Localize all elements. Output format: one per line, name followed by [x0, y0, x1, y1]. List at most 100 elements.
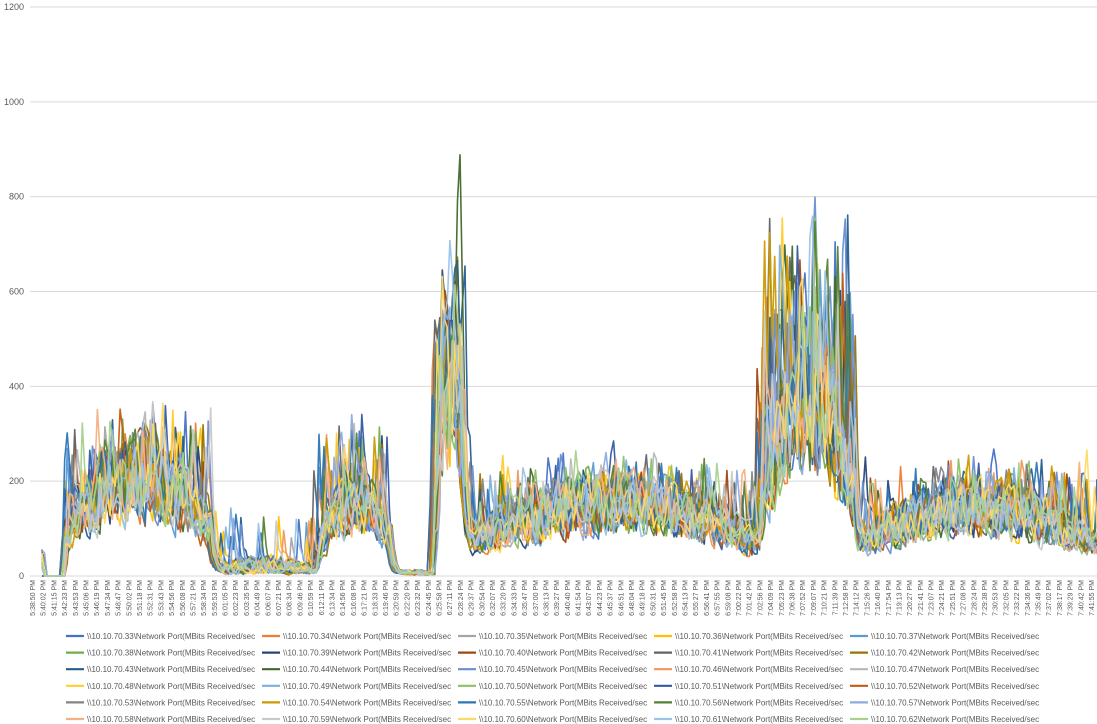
x-tick-label: 6:45:37 PM: [608, 580, 615, 616]
legend-label: \\10.10.70.37\Network Port(MBits Receive…: [871, 632, 1039, 641]
legend-label: \\10.10.70.34\Network Port(MBits Receive…: [283, 632, 451, 641]
series-line: [42, 316, 1097, 577]
legend-item: \\10.10.70.56\Network Port(MBits Receive…: [654, 698, 843, 707]
legend-label: \\10.10.70.41\Network Port(MBits Receive…: [675, 649, 843, 658]
x-tick-label: 7:15:26 PM: [864, 580, 871, 616]
legend-label: \\10.10.70.62\Network Port(MBits Receive…: [871, 715, 1039, 724]
legend-label: \\10.10.70.43\Network Port(MBits Receive…: [87, 665, 255, 674]
legend-label: \\10.10.70.35\Network Port(MBits Receive…: [479, 632, 647, 641]
x-tick-label: 7:23:07 PM: [929, 580, 936, 616]
x-tick-label: 5:53:43 PM: [158, 580, 165, 616]
legend-item: \\10.10.70.39\Network Port(MBits Receive…: [262, 649, 451, 658]
x-tick-label: 6:43:07 PM: [586, 580, 593, 616]
x-tick-label: 6:20:59 PM: [394, 580, 401, 616]
x-tick-label: 7:09:07 PM: [811, 580, 818, 616]
legend-item: \\10.10.70.45\Network Port(MBits Receive…: [458, 665, 647, 674]
x-tick-label: 6:59:08 PM: [725, 580, 732, 616]
x-tick-label: 5:59:53 PM: [212, 580, 219, 616]
legend-label: \\10.10.70.60\Network Port(MBits Receive…: [479, 715, 647, 724]
legend-label: \\10.10.70.50\Network Port(MBits Receive…: [479, 682, 647, 691]
x-tick-label: 5:57:21 PM: [190, 580, 197, 616]
x-tick-label: 6:32:07 PM: [490, 580, 497, 616]
x-tick-label: 6:12:11 PM: [319, 580, 326, 615]
x-tick-label: 6:50:31 PM: [650, 580, 657, 616]
x-tick-label: 6:52:58 PM: [672, 580, 679, 616]
x-tick-label: 6:44:23 PM: [597, 580, 604, 616]
x-tick-label: 7:21:41 PM: [918, 580, 925, 616]
x-tick-label: 6:51:45 PM: [661, 580, 668, 616]
x-tick-label: 7:32:05 PM: [1003, 580, 1010, 616]
x-tick-label: 6:37:00 PM: [533, 580, 540, 616]
x-tick-label: 6:19:46 PM: [383, 580, 390, 616]
legend-label: \\10.10.70.59\Network Port(MBits Receive…: [283, 715, 451, 724]
x-tick-label: 7:29:38 PM: [982, 580, 989, 616]
legend-item: \\10.10.70.54\Network Port(MBits Receive…: [262, 698, 451, 707]
x-tick-label: 7:33:22 PM: [1014, 580, 1021, 616]
gridlines: [30, 6, 1097, 577]
legend-item: \\10.10.70.42\Network Port(MBits Receive…: [850, 649, 1039, 658]
legend-label: \\10.10.70.45\Network Port(MBits Receive…: [479, 665, 647, 674]
x-tick-label: 7:02:56 PM: [757, 580, 764, 616]
x-tick-label: 5:43:53 PM: [73, 580, 80, 616]
legend-item: \\10.10.70.61\Network Port(MBits Receive…: [654, 715, 843, 724]
legend-item: \\10.10.70.33\Network Port(MBits Receive…: [66, 632, 255, 641]
x-tick-label: 6:30:54 PM: [479, 580, 486, 616]
legend-label: \\10.10.70.56\Network Port(MBits Receive…: [675, 698, 843, 707]
x-tick-label: 6:16:08 PM: [351, 580, 358, 616]
series-line: [42, 322, 1097, 577]
x-tick-label: 6:01:05 PM: [223, 580, 230, 616]
legend-item: \\10.10.70.34\Network Port(MBits Receive…: [262, 632, 451, 641]
x-tick-label: 7:12:58 PM: [843, 580, 850, 616]
x-tick-label: 6:28:24 PM: [458, 580, 465, 616]
x-tick-label: 6:04:49 PM: [255, 580, 262, 616]
x-tick-label: 6:55:27 PM: [693, 580, 700, 616]
y-tick-label: 200: [9, 476, 24, 486]
legend-label: \\10.10.70.51\Network Port(MBits Receive…: [675, 682, 843, 691]
x-tick-label: 7:27:08 PM: [961, 580, 968, 616]
x-tick-label: 6:23:32 PM: [415, 580, 422, 616]
x-tick-label: 7:10:21 PM: [822, 580, 829, 616]
x-tick-label: 5:54:56 PM: [169, 580, 176, 616]
x-tick-label: 7:00:22 PM: [736, 580, 743, 616]
x-tick-label: 5:38:50 PM: [30, 580, 37, 616]
x-tick-label: 7:34:36 PM: [1025, 580, 1032, 616]
x-tick-label: 7:41:55 PM: [1089, 580, 1096, 616]
x-tick-label: 7:25:51 PM: [950, 580, 957, 616]
y-axis: 0 200 400 600 800 1000 1200: [4, 2, 24, 581]
legend-item: \\10.10.70.55\Network Port(MBits Receive…: [458, 698, 647, 707]
legend-label: \\10.10.70.52\Network Port(MBits Receive…: [871, 682, 1039, 691]
x-tick-label: 7:38:17 PM: [1057, 580, 1064, 616]
legend-item: \\10.10.70.60\Network Port(MBits Receive…: [458, 715, 647, 724]
legend-item: \\10.10.70.48\Network Port(MBits Receive…: [66, 682, 255, 691]
legend-label: \\10.10.70.54\Network Port(MBits Receive…: [283, 698, 451, 707]
x-tick-label: 6:25:58 PM: [436, 580, 443, 616]
legend-item: \\10.10.70.52\Network Port(MBits Receive…: [850, 682, 1039, 691]
x-tick-label: 5:56:08 PM: [180, 580, 187, 616]
x-tick-label: 6:18:33 PM: [372, 580, 379, 616]
y-tick-label: 800: [9, 192, 24, 202]
x-tick-label: 7:04:09 PM: [768, 580, 775, 616]
x-tick-label: 7:37:02 PM: [1046, 580, 1053, 616]
x-tick-label: 6:35:47 PM: [522, 580, 529, 616]
x-tick-label: 6:24:45 PM: [426, 580, 433, 616]
x-tick-label: 5:51:18 PM: [137, 580, 144, 616]
x-tick-label: 6:48:04 PM: [629, 580, 636, 616]
x-axis: 5:38:50 PM 5:40:02 PM 5:41:15 PM 5:42:33 PM…: [30, 580, 1096, 616]
y-tick-label: 600: [9, 287, 24, 297]
x-tick-label: 6:54:13 PM: [683, 580, 690, 616]
x-tick-label: 7:35:49 PM: [1036, 580, 1043, 616]
x-tick-label: 7:07:52 PM: [800, 580, 807, 616]
legend-item: \\10.10.70.57\Network Port(MBits Receive…: [850, 698, 1039, 707]
x-tick-label: 6:13:34 PM: [330, 580, 337, 616]
x-tick-label: 5:46:19 PM: [94, 580, 101, 616]
x-tick-label: 5:48:47 PM: [116, 580, 123, 616]
legend-item: \\10.10.70.53\Network Port(MBits Receive…: [66, 698, 255, 707]
x-tick-label: 6:17:21 PM: [362, 580, 369, 616]
x-tick-label: 6:09:46 PM: [297, 580, 304, 616]
x-tick-label: 7:40:42 PM: [1078, 580, 1085, 616]
legend: \\10.10.70.33\Network Port(MBits Receive…: [66, 632, 1039, 724]
x-tick-label: 7:30:53 PM: [993, 580, 1000, 616]
x-tick-label: 7:01:42 PM: [747, 580, 754, 616]
x-tick-label: 7:06:38 PM: [789, 580, 796, 616]
